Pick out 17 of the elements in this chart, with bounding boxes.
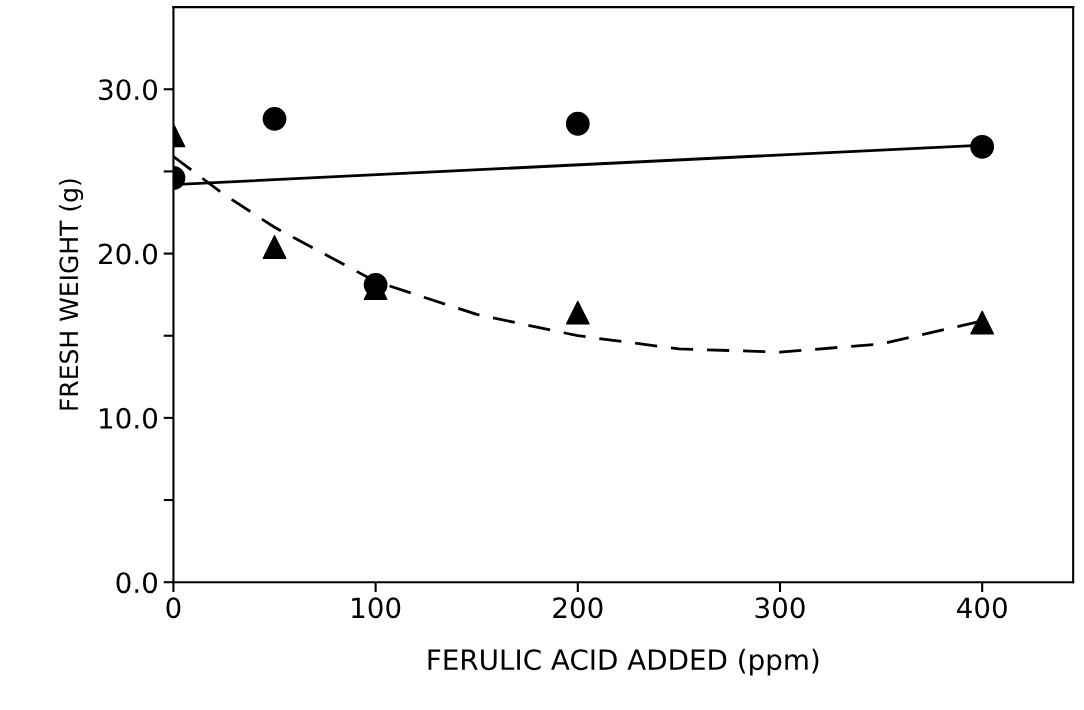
y-tick-label: 10.0 bbox=[100, 407, 158, 429]
x-tick-label: 300 bbox=[755, 597, 805, 619]
point bbox=[565, 300, 590, 325]
point bbox=[262, 106, 287, 131]
x-tick-label: 100 bbox=[352, 597, 401, 619]
x-tick-label: 400 bbox=[957, 597, 1007, 619]
y-axis-title: FRESH WEIGHT (g) bbox=[58, 179, 84, 410]
point bbox=[970, 310, 995, 335]
point bbox=[970, 134, 995, 159]
y-tick-label: 0.0 bbox=[116, 572, 158, 594]
x-tick-label: 200 bbox=[553, 597, 603, 619]
y-tick-label: 30.0 bbox=[99, 79, 158, 101]
point bbox=[565, 111, 590, 136]
point bbox=[262, 235, 287, 259]
y-tick-label: 20.0 bbox=[99, 243, 158, 265]
x-axis-title: FERULIC ACID ADDED (ppm) bbox=[428, 648, 819, 676]
x-tick-label: 0 bbox=[166, 597, 181, 619]
